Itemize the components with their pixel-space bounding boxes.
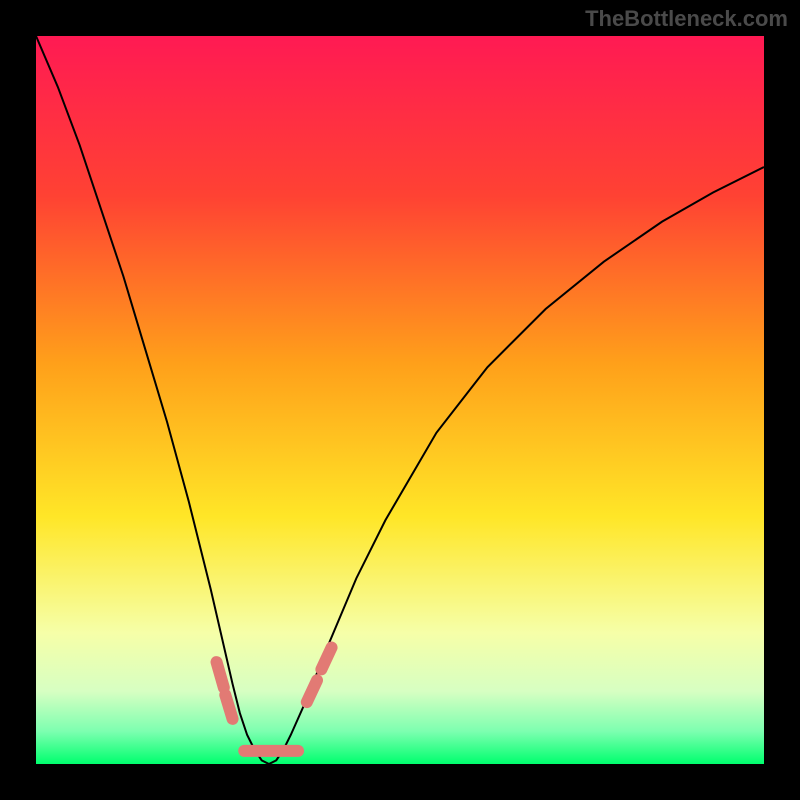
highlight-segment (217, 662, 224, 687)
chart-stage: TheBottleneck.com (0, 0, 800, 800)
plot-gradient-background (36, 36, 764, 764)
highlight-segment (225, 695, 232, 719)
chart-svg (0, 0, 800, 800)
